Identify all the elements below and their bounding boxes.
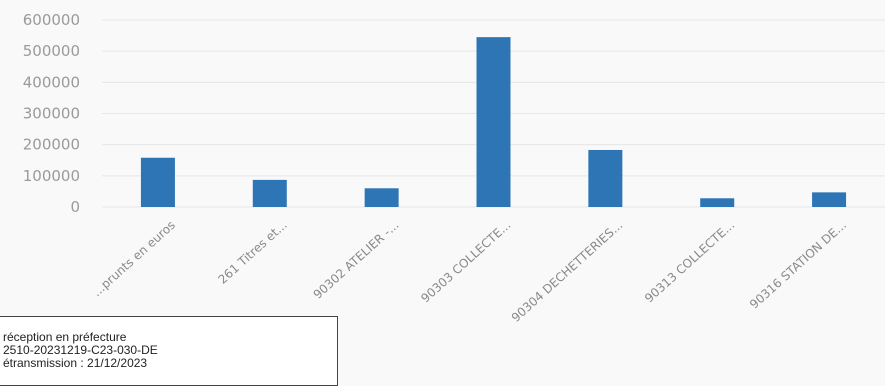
y-tick-label: 0 — [70, 198, 80, 216]
y-tick-label: 200000 — [23, 136, 80, 154]
y-tick-label: 300000 — [23, 105, 80, 123]
bar — [140, 157, 175, 207]
bar — [700, 198, 735, 207]
x-tick-label: ...prunts en euros — [90, 218, 178, 299]
x-axis-labels: ...prunts en euros 261 Titres et... 90302 … — [90, 218, 849, 325]
y-tick-label: 500000 — [23, 42, 80, 60]
bar-chart: 600000 500000 400000 300000 200000 100000 0 ..… — [23, 11, 885, 325]
x-tick-label: 90304 DECHETTERIES... — [509, 218, 626, 325]
stamp-line-1: réception en préfecture — [3, 330, 127, 344]
x-tick-label: 261 Titres et... — [215, 218, 289, 287]
bar — [588, 149, 623, 207]
reception-stamp: réception en préfecture 2510-20231219-C2… — [0, 316, 338, 386]
y-axis-ticks: 600000 500000 400000 300000 200000 100000 0 — [23, 11, 80, 216]
bar — [812, 192, 847, 207]
x-tick-label: 90302 ATELIER -... — [311, 218, 402, 302]
stamp-line-3: étransmission : 21/12/2023 — [3, 356, 148, 370]
bar — [252, 179, 287, 207]
x-tick-label: 90313 COLLECTE... — [642, 218, 737, 306]
bar — [476, 37, 511, 208]
y-tick-label: 100000 — [23, 167, 80, 185]
stamp-line-2: 2510-20231219-C23-030-DE — [3, 343, 158, 357]
x-tick-label: 90316 STATION DE... — [747, 218, 849, 312]
bar — [364, 188, 399, 207]
y-tick-label: 400000 — [23, 73, 80, 91]
x-tick-label: 90303 COLLECTE... — [418, 218, 513, 306]
y-tick-label: 600000 — [23, 11, 80, 29]
bars — [140, 37, 847, 208]
